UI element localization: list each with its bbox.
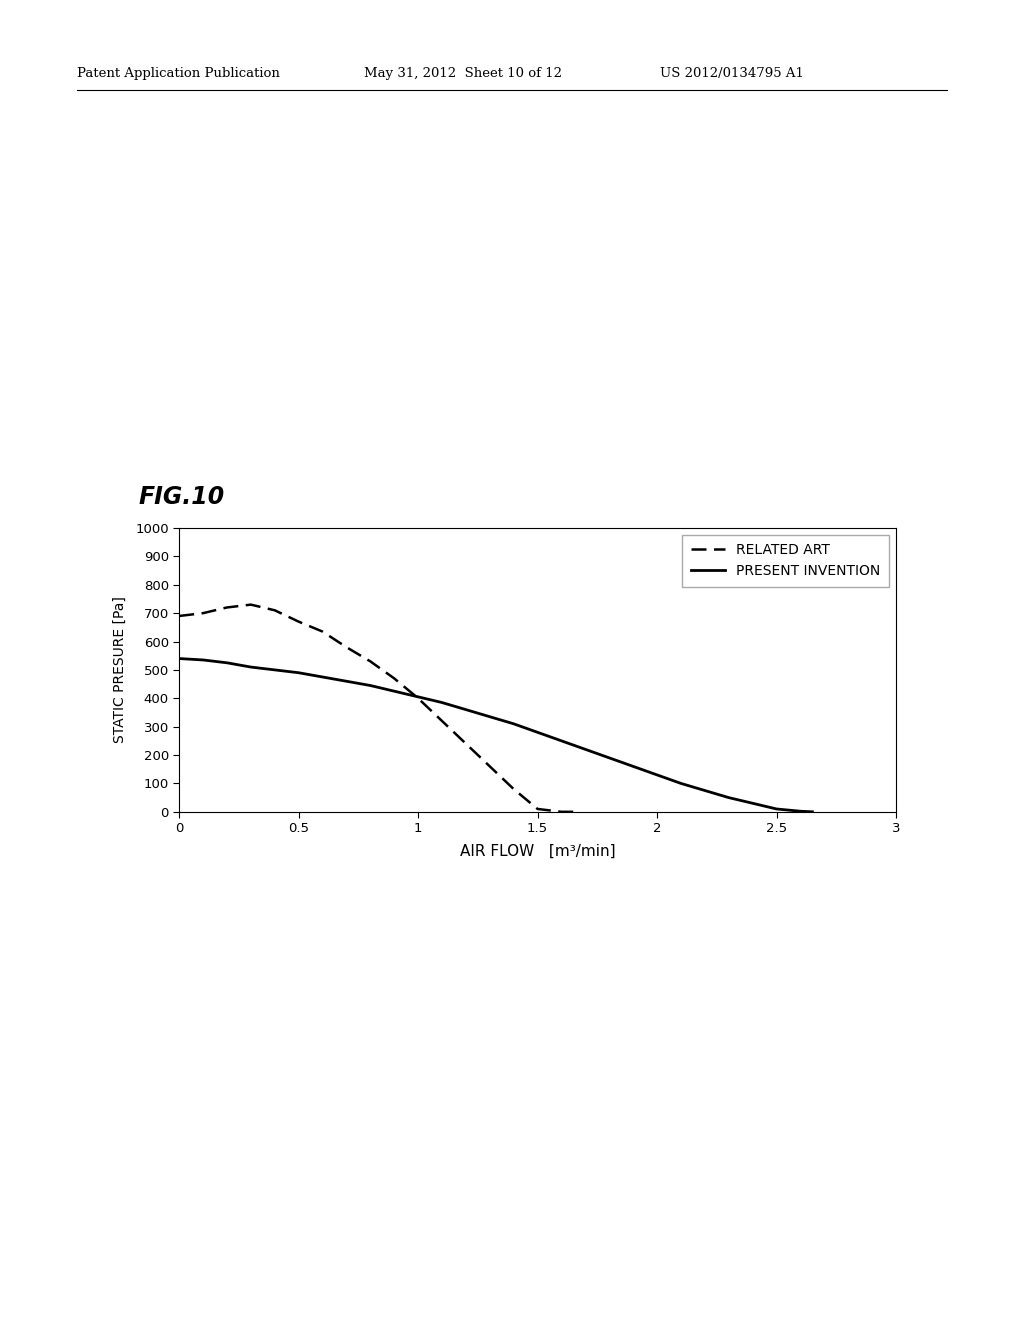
Text: US 2012/0134795 A1: US 2012/0134795 A1 (660, 66, 805, 79)
Legend: RELATED ART, PRESENT INVENTION: RELATED ART, PRESENT INVENTION (682, 535, 889, 586)
Y-axis label: STATIC PRESURE [Pa]: STATIC PRESURE [Pa] (113, 597, 127, 743)
Text: May 31, 2012  Sheet 10 of 12: May 31, 2012 Sheet 10 of 12 (364, 66, 561, 79)
Text: FIG.10: FIG.10 (138, 486, 224, 510)
Text: Patent Application Publication: Patent Application Publication (77, 66, 280, 79)
X-axis label: AIR FLOW   [m³/min]: AIR FLOW [m³/min] (460, 843, 615, 858)
